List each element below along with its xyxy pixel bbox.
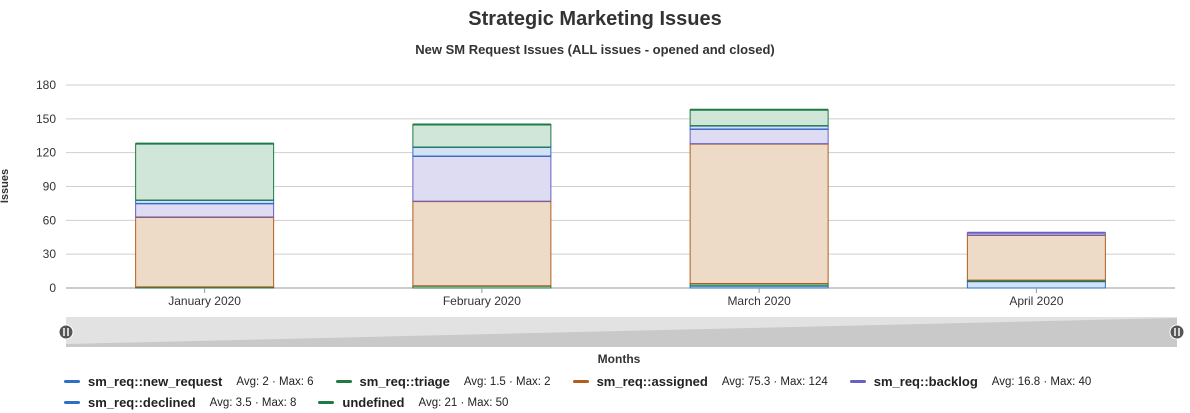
legend-swatch	[318, 401, 335, 404]
y-tick-label: 180	[36, 78, 56, 92]
y-tick-label: 0	[49, 281, 56, 295]
legend-swatch	[64, 380, 80, 383]
bar-segment	[966, 280, 1106, 289]
legend-stats: Avg: 3.5 · Max: 8	[209, 396, 297, 409]
legend-row: sm_req::declined Avg: 3.5 · Max: 8 undef…	[64, 392, 1164, 413]
range-slider-area	[66, 318, 1177, 347]
legend-stats: Avg: 16.8 · Max: 40	[991, 375, 1092, 388]
legend-swatch	[849, 380, 866, 383]
y-tick-label: 120	[36, 146, 56, 160]
legend-label: sm_req::triage	[359, 374, 450, 389]
legend-swatch	[64, 401, 80, 404]
legend-item-assigned[interactable]: sm_req::assigned Avg: 75.3 · Max: 124	[572, 374, 828, 389]
x-tick-label: April 2020	[1009, 294, 1063, 308]
legend-label: sm_req::assigned	[596, 374, 708, 389]
legend-item-triage[interactable]: sm_req::triage Avg: 1.5 · Max: 2	[335, 374, 551, 389]
legend-item-backlog[interactable]: sm_req::backlog Avg: 16.8 · Max: 40	[849, 374, 1092, 389]
bar-segment	[689, 109, 829, 127]
x-tick-label: March 2020	[727, 294, 791, 308]
bar-segment	[412, 155, 552, 202]
legend-label: sm_req::new_request	[88, 374, 223, 389]
bar-segment	[412, 200, 552, 287]
bar-segment	[135, 216, 275, 288]
chart-canvas: 0 30 60 90 120 150 180 January 2020 February 202…	[36, 78, 1185, 347]
legend-stats: Avg: 21 · Max: 50	[418, 396, 509, 409]
chart-subtitle: New SM Request Issues (ALL issues - open…	[415, 42, 775, 57]
bar-segment	[135, 202, 275, 218]
legend-stats: Avg: 75.3 · Max: 124	[721, 375, 828, 388]
y-tick-label: 90	[43, 180, 57, 194]
legend-item-undefined[interactable]: undefined Avg: 21 · Max: 50	[318, 395, 508, 410]
y-tick-label: 150	[36, 112, 56, 126]
bar-segment	[412, 146, 552, 157]
range-slider-handle[interactable]	[1169, 324, 1185, 340]
x-axis-title: Months	[597, 352, 641, 366]
legend-item-declined[interactable]: sm_req::declined Avg: 3.5 · Max: 8	[64, 395, 296, 410]
bar-segment	[689, 143, 829, 284]
legend-stats: Avg: 1.5 · Max: 2	[463, 375, 551, 388]
legend-label: sm_req::backlog	[873, 374, 978, 389]
x-tick-label: February 2020	[443, 294, 521, 308]
legend: sm_req::new_request Avg: 2 · Max: 6 sm_r…	[64, 371, 1164, 413]
bar-segment	[689, 128, 829, 145]
legend-label: undefined	[342, 395, 405, 410]
range-slider-handle[interactable]	[58, 324, 74, 340]
legend-label: sm_req::declined	[88, 395, 196, 410]
x-tick-label: January 2020	[168, 294, 241, 308]
legend-swatch	[572, 380, 589, 383]
chart-title: Strategic Marketing Issues	[468, 8, 722, 30]
y-tick-label: 30	[43, 247, 57, 261]
bar-segment	[966, 234, 1106, 281]
bar-segment	[412, 123, 552, 148]
legend-stats: Avg: 2 · Max: 6	[236, 375, 314, 388]
legend-row: sm_req::new_request Avg: 2 · Max: 6 sm_r…	[64, 371, 1164, 392]
y-tick-label: 60	[43, 213, 57, 227]
legend-swatch	[335, 380, 352, 383]
legend-item-new-request[interactable]: sm_req::new_request Avg: 2 · Max: 6	[64, 374, 314, 389]
bar-segment	[135, 143, 275, 201]
